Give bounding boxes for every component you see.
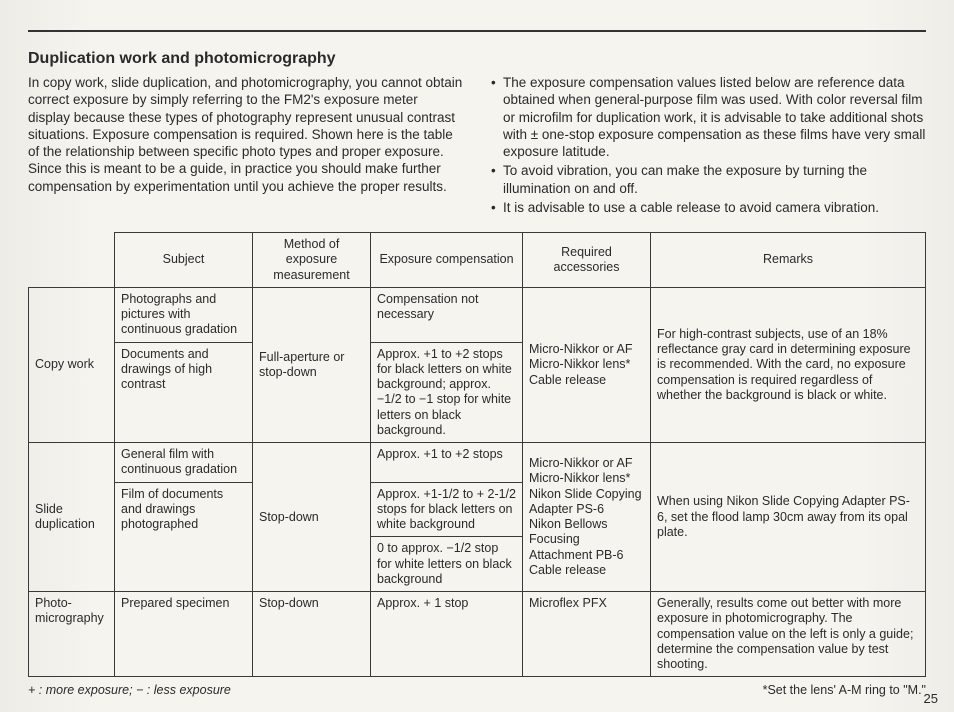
- cell-subject: Photographs and pictures with continuous…: [115, 287, 253, 342]
- intro-left-column: In copy work, slide duplication, and pho…: [28, 74, 463, 218]
- row-label: Copy work: [29, 287, 115, 442]
- top-rule: [28, 30, 926, 32]
- manual-page: Duplication work and photomicrography In…: [0, 0, 954, 712]
- cell-comp: Approx. +1-1/2 to + 2-1/2 stops for blac…: [371, 482, 523, 537]
- table-row: Slide duplication General film with cont…: [29, 443, 926, 483]
- cell-comp: 0 to approx. −1/2 stop for white letters…: [371, 537, 523, 592]
- intro-columns: In copy work, slide duplication, and pho…: [28, 74, 926, 218]
- table-header-row: Subject Method of exposure measurement E…: [29, 233, 926, 288]
- cell-accessories: Microflex PFX: [523, 592, 651, 677]
- intro-bullet: To avoid vibration, you can make the exp…: [491, 162, 926, 197]
- exposure-table: Subject Method of exposure measurement E…: [28, 232, 926, 677]
- footer-note-right: *Set the lens' A-M ring to "M.": [763, 683, 926, 697]
- cell-accessories: Micro-Nikkor or AF Micro-Nikkor lens* Ni…: [523, 443, 651, 592]
- cell-subject: Film of documents and drawings photograp…: [115, 482, 253, 592]
- cell-method: Stop-down: [253, 443, 371, 592]
- row-label: Slide duplication: [29, 443, 115, 592]
- cell-remarks: When using Nikon Slide Copying Adapter P…: [651, 443, 926, 592]
- cell-remarks: For high-contrast subjects, use of an 18…: [651, 287, 926, 442]
- cell-method: Stop-down: [253, 592, 371, 677]
- cell-method: Full-aperture or stop-down: [253, 287, 371, 442]
- table-header: Method of exposure measurement: [253, 233, 371, 288]
- intro-bullet: It is advisable to use a cable release t…: [491, 199, 926, 216]
- cell-comp: Approx. +1 to +2 stops: [371, 443, 523, 483]
- table-row: Copy work Photographs and pictures with …: [29, 287, 926, 342]
- table-header: Remarks: [651, 233, 926, 288]
- table-footer: + : more exposure; − : less exposure *Se…: [28, 683, 926, 697]
- table-row: Photo-micrography Prepared specimen Stop…: [29, 592, 926, 677]
- table-header-blank: [29, 233, 115, 288]
- table-header: Subject: [115, 233, 253, 288]
- cell-remarks: Generally, results come out better with …: [651, 592, 926, 677]
- cell-subject: Documents and drawings of high contrast: [115, 342, 253, 443]
- intro-bullet-list: The exposure compensation values listed …: [491, 74, 926, 216]
- footer-note-left: + : more exposure; − : less exposure: [28, 683, 231, 697]
- row-label: Photo-micrography: [29, 592, 115, 677]
- intro-right-column: The exposure compensation values listed …: [491, 74, 926, 218]
- section-heading: Duplication work and photomicrography: [28, 50, 926, 68]
- cell-comp: Compensation not necessary: [371, 287, 523, 342]
- intro-paragraph: In copy work, slide duplication, and pho…: [28, 74, 463, 195]
- cell-subject: Prepared specimen: [115, 592, 253, 677]
- intro-bullet: The exposure compensation values listed …: [491, 74, 926, 160]
- page-number: 25: [924, 691, 938, 706]
- cell-subject: General film with continuous gradation: [115, 443, 253, 483]
- table-header: Exposure compensation: [371, 233, 523, 288]
- cell-accessories: Micro-Nikkor or AF Micro-Nikkor lens* Ca…: [523, 287, 651, 442]
- cell-comp: Approx. +1 to +2 stops for black letters…: [371, 342, 523, 443]
- cell-comp: Approx. + 1 stop: [371, 592, 523, 677]
- table-header: Required accessories: [523, 233, 651, 288]
